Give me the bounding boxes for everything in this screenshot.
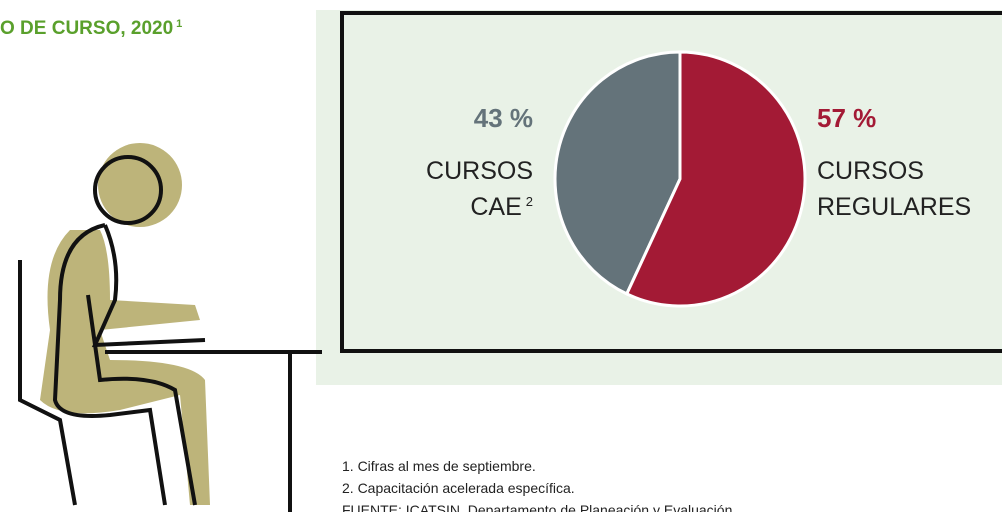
category-label-line: CAE [470, 193, 521, 221]
category-label: CURSOS [817, 157, 924, 185]
category-label-line: CURSOS [426, 157, 533, 185]
chart-frame [340, 11, 1002, 353]
value-label: 43 % [474, 103, 533, 133]
chart-title: O DE CURSO, 2020 1 [0, 18, 182, 39]
category-label: CURSOS [426, 157, 533, 185]
footnote: FUENTE: ICATSIN, Departamento de Planeac… [342, 502, 736, 512]
pie: 43 % CURSOS CAE 2 57 % CURSOS REGULARES [426, 50, 971, 308]
footnote: 1. Cifras al mes de septiembre. [342, 458, 536, 474]
pie-slice [624, 50, 807, 308]
category-label: CAE 2 [470, 193, 533, 221]
category-note: 2 [526, 194, 533, 209]
category-label-line: CURSOS [817, 157, 924, 185]
value-label: 57 % [817, 103, 876, 133]
pie-slice [553, 50, 682, 296]
footnotes: 1. Cifras al mes de septiembre. 2. Capac… [342, 458, 736, 512]
person-illustration [18, 143, 322, 512]
category-label-line: REGULARES [817, 193, 971, 221]
category-label: REGULARES [817, 193, 971, 221]
footnote: 2. Capacitación acelerada específica. [342, 480, 575, 496]
